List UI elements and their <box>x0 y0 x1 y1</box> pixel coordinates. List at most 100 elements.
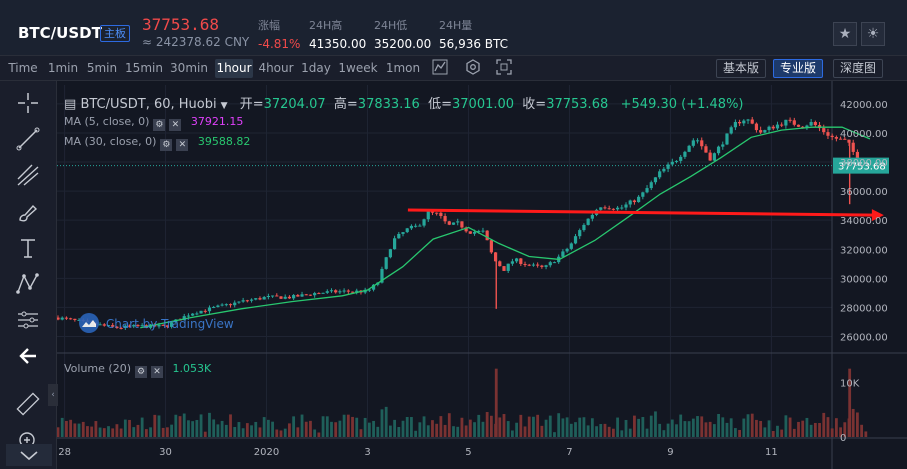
timeframe-15min[interactable]: 15min <box>125 61 163 75</box>
candle <box>283 296 287 299</box>
low-label: 低= <box>428 97 452 112</box>
view-basic-button[interactable]: 基本版 <box>716 59 767 78</box>
timeframe-5min[interactable]: 5min <box>86 61 118 75</box>
candle <box>716 146 721 154</box>
timeframe-1mon[interactable]: 1mon <box>385 61 421 75</box>
brush-icon[interactable] <box>14 198 42 226</box>
candle <box>388 249 392 258</box>
volume-legend[interactable]: Volume (20) ⚙ ✕ 1.053K <box>64 362 211 378</box>
timeframe-4hour[interactable]: 4hour <box>258 61 294 75</box>
volume-bar <box>839 427 842 437</box>
chart-type-icon[interactable] <box>430 59 450 78</box>
collapse-toolbar-button[interactable]: ‹ <box>48 384 58 406</box>
volume-bar <box>540 425 544 437</box>
time-tick-label: 2020 <box>254 447 279 458</box>
volume-bar <box>195 419 199 437</box>
annotation-arrow-head <box>871 209 884 222</box>
candle <box>506 263 510 271</box>
candle <box>658 171 662 178</box>
indicator-icon[interactable] <box>463 59 483 78</box>
crosshair-icon[interactable] <box>14 89 42 117</box>
market-header: BTC/USDT 主板 37753.68 ≈ 242378.62 CNY 涨幅 … <box>0 0 907 56</box>
pair-name[interactable]: BTC/USDT <box>18 24 102 42</box>
candle <box>830 135 834 138</box>
volume-bar <box>300 414 304 437</box>
candle <box>801 126 805 128</box>
candle <box>771 126 775 129</box>
volume-bar <box>376 426 380 437</box>
candle <box>615 207 620 210</box>
candle <box>435 212 439 214</box>
volume-bar <box>738 429 742 437</box>
timeframe-1week[interactable]: 1week <box>338 61 378 75</box>
timeframe-time[interactable]: Time <box>8 61 38 75</box>
volume-bar <box>763 427 767 437</box>
theme-toggle-button[interactable]: ☀ <box>861 22 885 46</box>
candle <box>409 225 414 229</box>
volume-bar <box>633 415 636 437</box>
favorite-button[interactable]: ★ <box>833 22 857 46</box>
more-tools-button[interactable] <box>6 444 52 466</box>
trend-line-icon[interactable] <box>14 125 42 153</box>
view-pro-button[interactable]: 专业版 <box>773 59 824 78</box>
volume-bar <box>548 415 552 437</box>
volume-bar <box>725 422 729 437</box>
candle <box>552 262 557 264</box>
view-depth-button[interactable]: 深度图 <box>833 59 884 78</box>
price-tick-label: 34000.00 <box>840 216 888 227</box>
prediction-icon[interactable] <box>14 306 42 334</box>
settings-icon[interactable]: ⚙ <box>153 119 166 131</box>
candle <box>460 221 464 228</box>
volume-bar <box>73 423 77 437</box>
candle <box>670 161 674 165</box>
settings-icon[interactable]: ⚙ <box>135 366 147 378</box>
text-icon[interactable] <box>14 234 42 262</box>
candle <box>308 294 313 296</box>
back-arrow-icon[interactable] <box>14 342 42 370</box>
ruler-icon[interactable] <box>14 390 42 418</box>
candle <box>700 140 704 147</box>
volume-bar <box>675 424 678 437</box>
volume-bar <box>607 426 611 437</box>
timeframe-30min[interactable]: 30min <box>170 61 208 75</box>
candle <box>813 122 817 126</box>
close-icon[interactable]: ✕ <box>169 119 182 131</box>
volume-bar <box>380 409 384 437</box>
fullscreen-icon[interactable] <box>494 59 514 78</box>
pitchfork-icon[interactable] <box>14 161 42 189</box>
ma30-legend[interactable]: MA (30, close, 0) ⚙ ✕ 39588.82 <box>64 135 250 151</box>
candle <box>578 230 582 237</box>
time-tick-label: 7 <box>566 447 572 458</box>
volume-bar <box>111 428 115 437</box>
candle <box>472 231 477 234</box>
candle <box>485 230 489 241</box>
candle <box>691 140 695 146</box>
volume-bar <box>233 427 237 437</box>
timeframe-1min[interactable]: 1min <box>47 61 79 75</box>
close-icon[interactable]: ✕ <box>176 139 189 151</box>
volume-bar <box>776 425 779 437</box>
cloud-logo-icon <box>79 313 99 333</box>
pattern-icon[interactable] <box>14 270 42 298</box>
volume-bar <box>721 417 725 437</box>
low-value: 37001.00 <box>452 97 515 112</box>
volume-bar <box>447 413 451 437</box>
volume-bar <box>237 422 241 437</box>
volume-bar <box>182 413 186 437</box>
timeframe-1day[interactable]: 1day <box>301 61 331 75</box>
volume-bar <box>102 428 106 437</box>
candle <box>329 290 334 292</box>
timeframe-1hour[interactable]: 1hour <box>215 59 253 78</box>
ma30-line <box>140 126 871 329</box>
time-tick-label: 11 <box>765 447 778 458</box>
ma5-legend[interactable]: MA (5, close, 0) ⚙ ✕ 37921.15 <box>64 115 243 131</box>
close-icon[interactable]: ✕ <box>151 366 163 378</box>
candle <box>742 120 746 124</box>
price-chart[interactable]: 37753.68 26000.00 28000.00 30000.00 32000.0… <box>57 81 907 469</box>
legend-symbol[interactable]: BTC/USDT, 60, Huobi <box>80 97 217 112</box>
tradingview-watermark[interactable]: Chart by TradingView <box>76 313 234 333</box>
settings-icon[interactable]: ⚙ <box>160 139 173 151</box>
legend-eye-icon[interactable]: ▤ <box>64 97 77 112</box>
volume-label: Volume (20) <box>64 362 131 375</box>
candle <box>317 293 321 295</box>
